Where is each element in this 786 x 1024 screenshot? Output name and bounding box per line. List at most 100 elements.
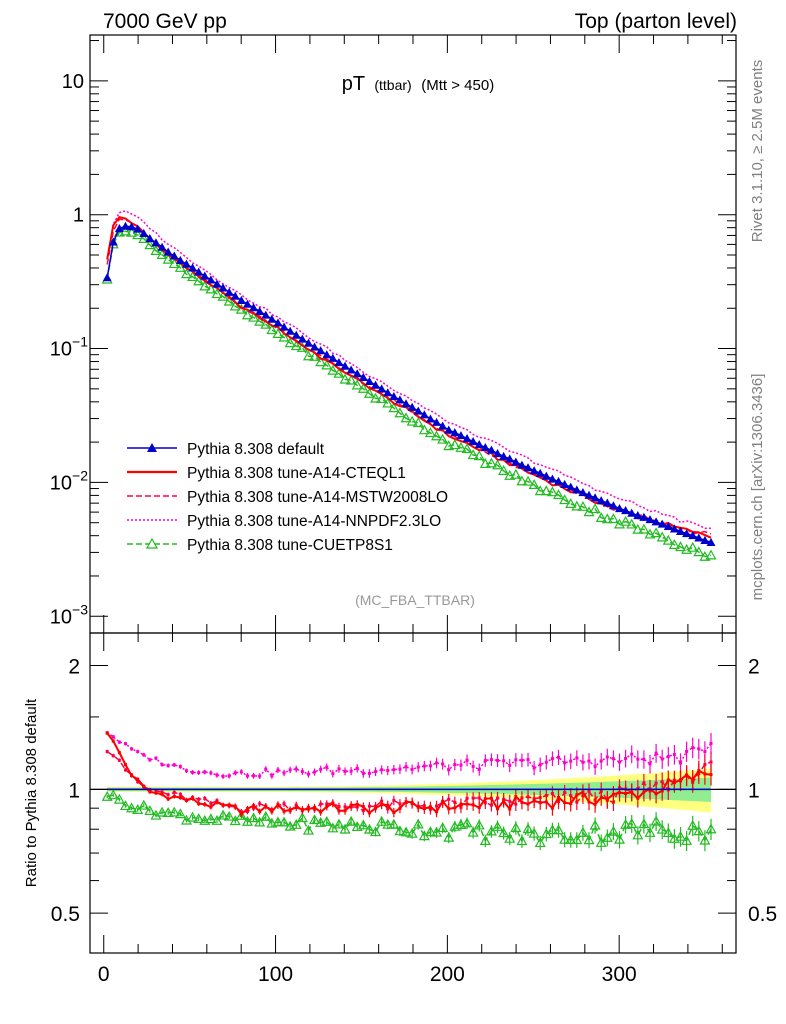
- main-point: [144, 239, 156, 250]
- ratio-point: [367, 771, 371, 775]
- main-point: [401, 399, 411, 408]
- main-point: [595, 512, 607, 523]
- main-point: [315, 356, 327, 367]
- ratio-point: [435, 761, 439, 765]
- main-point: [133, 224, 143, 233]
- ratio-point: [130, 774, 134, 778]
- main-point: [485, 457, 497, 468]
- ratio-point: [435, 804, 439, 808]
- ratio-point: [160, 792, 164, 796]
- ratio-point: [496, 758, 500, 762]
- ratio-point: [172, 794, 176, 798]
- ratio-point: [136, 780, 140, 784]
- ratio-point: [465, 758, 469, 762]
- main-point: [278, 331, 290, 342]
- ratio-y-tick-label-right: 1: [748, 779, 760, 802]
- ratio-point: [587, 800, 591, 804]
- ratio-point: [550, 757, 554, 761]
- ratio-point: [496, 807, 500, 811]
- main-y-tick-base: 10: [62, 71, 84, 93]
- main-point: [547, 474, 557, 483]
- ratio-point: [656, 823, 668, 834]
- ratio-point: [300, 807, 304, 811]
- main-point: [468, 437, 478, 446]
- ratio-point: [544, 800, 548, 804]
- ratio-point: [306, 772, 310, 776]
- ratio-point: [361, 805, 365, 809]
- main-point: [267, 314, 277, 323]
- main-point: [486, 445, 496, 454]
- ratio-y-axis-label: Ratio to Pythia 8.308 default: [23, 698, 40, 887]
- ratio-point: [111, 754, 115, 758]
- ratio-point: [538, 801, 542, 805]
- main-point: [327, 364, 339, 375]
- ratio-point: [443, 831, 455, 842]
- ratio-point: [254, 816, 266, 827]
- ratio-point: [264, 804, 268, 808]
- ratio-point: [424, 826, 436, 837]
- main-point: [601, 513, 613, 524]
- ratio-point: [605, 797, 609, 801]
- ratio-point: [142, 784, 146, 788]
- ratio-x-tick-label: 300: [602, 963, 637, 986]
- ratio-point: [526, 795, 530, 799]
- ratio-point: [636, 787, 640, 791]
- main-y-tick-exp: −2: [72, 467, 88, 483]
- main-point: [607, 513, 619, 524]
- main-point: [571, 500, 583, 511]
- ratio-point: [557, 795, 561, 799]
- main-point: [394, 407, 406, 418]
- ratio-point: [709, 773, 713, 777]
- ratio-point: [618, 760, 622, 764]
- ratio-point: [172, 790, 176, 794]
- ratio-point: [516, 835, 528, 846]
- ratio-point: [709, 741, 713, 745]
- ratio-point: [313, 770, 317, 774]
- ratio-point: [461, 817, 473, 828]
- main-point: [194, 267, 204, 276]
- ratio-point: [624, 756, 628, 760]
- ratio-point: [197, 797, 201, 801]
- ratio-point: [294, 767, 298, 771]
- ratio-point: [184, 769, 188, 773]
- ratio-x-tick-label: 0: [98, 963, 110, 986]
- ratio-point: [697, 769, 701, 773]
- ratio-point: [290, 818, 302, 829]
- main-point: [309, 350, 321, 361]
- ratio-y-tick-label-left: 0.5: [51, 903, 80, 926]
- main-point: [407, 402, 417, 411]
- main-point: [169, 251, 179, 260]
- main-point: [638, 523, 650, 534]
- main-point: [352, 369, 362, 378]
- main-point: [255, 306, 265, 315]
- ratio-point: [223, 810, 235, 821]
- ratio-point: [502, 799, 506, 803]
- ratio-point: [168, 806, 180, 817]
- ratio-point: [302, 824, 314, 835]
- ratio-point: [337, 809, 341, 813]
- main-point: [290, 340, 302, 351]
- ratio-point: [593, 764, 597, 768]
- main-point: [608, 501, 618, 510]
- plot-title-small: (ttbar): [374, 77, 411, 93]
- ratio-point: [380, 803, 384, 807]
- ratio-point: [172, 763, 176, 767]
- main-point: [706, 537, 716, 547]
- ratio-point: [489, 803, 493, 807]
- ratio-point: [473, 819, 485, 830]
- main-point: [682, 529, 692, 538]
- main-point: [669, 524, 679, 533]
- ratio-point: [471, 764, 475, 768]
- ratio-point: [142, 753, 146, 757]
- ratio-point: [679, 778, 683, 782]
- ratio-point: [166, 793, 170, 797]
- ratio-point: [496, 796, 500, 800]
- main-point: [663, 521, 673, 530]
- ratio-point: [674, 830, 687, 841]
- main-point: [363, 387, 375, 398]
- ratio-y-tick-label-left: 1: [68, 779, 80, 802]
- ratio-point: [178, 796, 182, 800]
- ratio-point: [333, 818, 345, 829]
- ratio-point: [203, 796, 207, 800]
